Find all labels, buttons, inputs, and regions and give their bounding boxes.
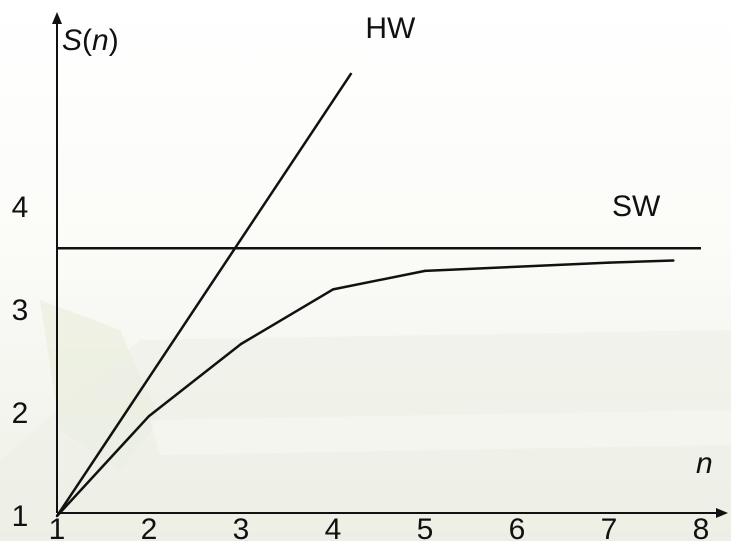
data-point bbox=[147, 414, 151, 418]
series-labels: HW SW bbox=[365, 12, 661, 223]
data-point bbox=[607, 261, 611, 264]
decorative-background bbox=[0, 300, 731, 541]
x-tick-label-7: 7 bbox=[601, 513, 618, 541]
data-point bbox=[423, 269, 427, 273]
x-tick-label-1: 1 bbox=[49, 513, 66, 541]
series-line-hw bbox=[55, 72, 353, 517]
y-tick-label-4: 4 bbox=[12, 191, 29, 224]
x-axis-title: n bbox=[696, 447, 713, 480]
series-label-hw: HW bbox=[365, 12, 416, 45]
data-point bbox=[239, 342, 243, 346]
data-point bbox=[55, 514, 59, 518]
data-point bbox=[672, 259, 675, 262]
y-tick-label-2: 2 bbox=[12, 397, 29, 430]
x-tick-label-3: 3 bbox=[233, 513, 250, 541]
data-point bbox=[515, 265, 519, 268]
tick-labels: 1 2 3 4 5 6 7 8 1 2 3 4 bbox=[12, 191, 710, 541]
axes bbox=[52, 12, 728, 518]
y-axis-arrow-icon bbox=[52, 12, 62, 24]
y-axis-title: S(n) bbox=[62, 24, 119, 57]
axis-titles: S(n) n bbox=[62, 24, 713, 480]
x-axis-arrow-icon bbox=[716, 508, 728, 518]
series-label-sw: SW bbox=[612, 190, 661, 223]
series-layer bbox=[55, 72, 701, 518]
y-tick-label-3: 3 bbox=[12, 294, 29, 327]
y-tick-label-1: 1 bbox=[12, 500, 29, 533]
x-tick-label-6: 6 bbox=[509, 513, 526, 541]
x-tick-label-2: 2 bbox=[141, 513, 158, 541]
x-tick-label-5: 5 bbox=[417, 513, 434, 541]
data-point bbox=[331, 288, 335, 291]
series-line-measured bbox=[56, 259, 674, 517]
x-tick-label-4: 4 bbox=[325, 513, 342, 541]
x-tick-label-8: 8 bbox=[693, 513, 710, 541]
